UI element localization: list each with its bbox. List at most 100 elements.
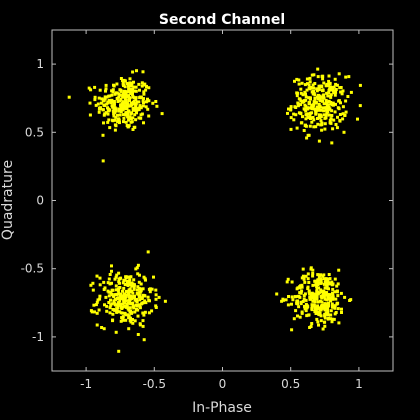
scatter-point (303, 307, 307, 311)
scatter-point (296, 294, 300, 298)
scatter-point (318, 273, 321, 277)
scatter-point (142, 83, 146, 87)
scatter-point (147, 287, 151, 291)
scatter-point (324, 279, 328, 283)
scatter-point (317, 323, 320, 327)
scatter-point (118, 297, 122, 301)
y-tick-label: -0.5 (21, 262, 44, 276)
scatter-point (112, 103, 116, 107)
x-tick-label: -0.5 (143, 377, 166, 391)
scatter-point (121, 100, 125, 104)
scatter-point (118, 310, 122, 314)
scatter-point (97, 110, 101, 114)
scatter-point (107, 109, 111, 113)
scatter-point (128, 77, 132, 81)
scatter-point (323, 293, 327, 297)
scatter-point (326, 311, 330, 315)
scatter-point (331, 297, 335, 301)
scatter-point (109, 291, 113, 295)
scatter-point (301, 267, 305, 271)
scatter-point (319, 314, 323, 318)
scatter-point (349, 90, 353, 94)
scatter-point (137, 280, 141, 284)
scatter-point (311, 106, 315, 110)
scatter-point (291, 298, 295, 302)
scatter-point (344, 75, 348, 79)
scatter-point (154, 306, 158, 309)
scatter-point (316, 122, 320, 126)
scatter-point (140, 81, 144, 85)
scatter-point (312, 73, 316, 77)
scatter-point (128, 115, 132, 119)
scatter-point (323, 324, 327, 328)
scatter-point (317, 102, 321, 106)
scatter-point (318, 94, 322, 98)
scatter-point (292, 112, 296, 116)
scatter-point (305, 304, 309, 308)
scatter-point (157, 295, 161, 299)
scatter-point (310, 308, 314, 312)
scatter-point (310, 111, 314, 115)
scatter-point (300, 81, 304, 85)
scatter-point (296, 104, 300, 108)
scatter-point (320, 85, 324, 88)
scatter-point (339, 291, 343, 295)
scatter-point (321, 96, 325, 100)
scatter-point (308, 292, 312, 296)
scatter-point (128, 98, 131, 101)
scatter-point (113, 92, 117, 96)
scatter-point (313, 82, 317, 85)
scatter-point (300, 121, 304, 125)
scatter-point (121, 281, 125, 285)
y-tick-label: 0.5 (25, 125, 44, 139)
scatter-point (98, 283, 102, 287)
scatter-point (127, 294, 131, 298)
scatter-point (127, 87, 131, 91)
scatter-point (293, 105, 297, 109)
scatter-point (112, 84, 116, 88)
scatter-point (306, 287, 310, 290)
scatter-point (129, 92, 133, 95)
scatter-point (136, 314, 140, 318)
scatter-point (120, 305, 124, 309)
scatter-point (127, 327, 131, 331)
scatter-point (121, 79, 124, 83)
scatter-point (318, 308, 322, 312)
scatter-point (139, 113, 143, 117)
scatter-point (118, 107, 122, 111)
scatter-point (325, 284, 329, 288)
scatter-point (131, 90, 134, 94)
scatter-point (337, 107, 341, 111)
scatter-point (103, 286, 107, 290)
scatter-point (302, 129, 306, 132)
scatter-point (117, 271, 121, 275)
scatter-point (102, 288, 106, 291)
scatter-point (127, 109, 131, 113)
scatter-point (124, 295, 127, 299)
scatter-point (146, 250, 150, 254)
scatter-point (314, 110, 318, 114)
scatter-point (134, 118, 138, 122)
scatter-point (305, 136, 309, 140)
scatter-point (150, 287, 154, 291)
scatter-point (131, 291, 135, 295)
scatter-point (311, 83, 315, 87)
scatter-point (316, 97, 320, 101)
scatter-point (336, 115, 339, 119)
scatter-point (135, 300, 139, 304)
scatter-point (331, 127, 335, 131)
scatter-point (303, 304, 306, 308)
scatter-point (147, 114, 151, 118)
scatter-point (107, 98, 111, 102)
scatter-point (292, 118, 296, 122)
scatter-point (322, 289, 326, 293)
scatter-point (304, 92, 307, 96)
scatter-point (136, 285, 140, 289)
scatter-point (98, 297, 102, 301)
scatter-point (314, 295, 318, 299)
scatter-point (121, 82, 125, 86)
scatter-point (310, 322, 314, 325)
scatter-point (329, 309, 333, 313)
scatter-point (118, 99, 122, 103)
scatter-point (304, 274, 308, 278)
